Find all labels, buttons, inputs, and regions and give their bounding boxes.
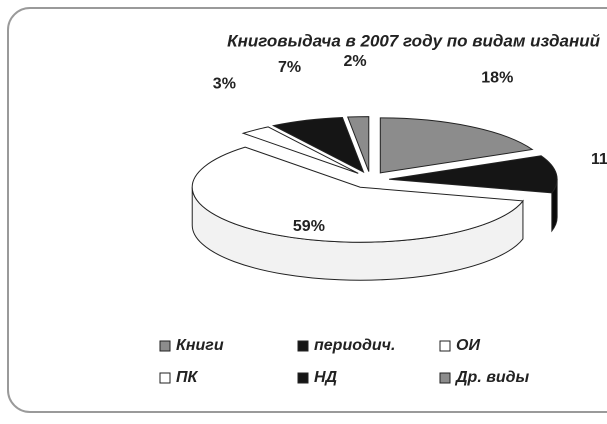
pie-slice bbox=[271, 117, 365, 174]
data-label: 11% bbox=[591, 151, 607, 168]
pie-slice bbox=[191, 146, 524, 281]
legend-label: Книги bbox=[176, 337, 224, 354]
legend-label: Др. виды bbox=[454, 369, 530, 386]
legend-label: ПК bbox=[176, 369, 199, 386]
legend-swatch bbox=[439, 372, 451, 384]
slice-top bbox=[347, 116, 370, 172]
pie-slice bbox=[379, 117, 534, 174]
data-label: 7% bbox=[278, 59, 301, 76]
chart-title: Книговыдача в 2007 году по видам изданий bbox=[227, 31, 600, 50]
data-label: 3% bbox=[213, 75, 236, 92]
slice-top bbox=[379, 117, 534, 174]
slice-top bbox=[271, 117, 365, 174]
data-label: 59% bbox=[293, 218, 325, 235]
legend-label: периодич. bbox=[314, 337, 395, 354]
legend-swatch bbox=[159, 340, 171, 352]
data-label: 18% bbox=[481, 70, 513, 87]
legend-label: НД bbox=[314, 369, 338, 386]
data-label: 2% bbox=[344, 53, 367, 70]
legend-label: ОИ bbox=[456, 337, 480, 354]
slice-top bbox=[191, 146, 524, 243]
slice-top bbox=[241, 126, 359, 174]
pie-slice bbox=[347, 116, 370, 172]
slice-top bbox=[389, 155, 558, 194]
pie-slice bbox=[389, 155, 558, 233]
legend-swatch bbox=[297, 372, 309, 384]
legend-swatch bbox=[439, 340, 451, 352]
legend-swatch bbox=[159, 372, 171, 384]
legend-swatch bbox=[297, 340, 309, 352]
pie-slice bbox=[241, 126, 359, 174]
